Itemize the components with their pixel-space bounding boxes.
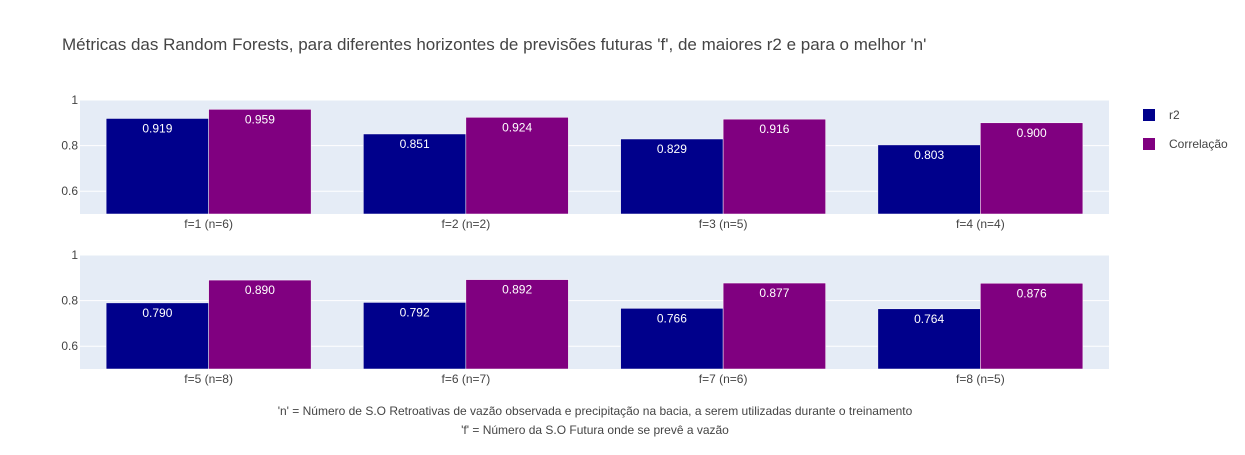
y-tick-label: 0.8	[61, 139, 78, 153]
data-label: 0.916	[759, 122, 789, 136]
data-label: 0.764	[914, 312, 944, 326]
data-label: 0.792	[400, 305, 430, 319]
legend-swatch	[1143, 109, 1155, 121]
data-label: 0.766	[657, 311, 687, 325]
y-tick-label: 0.6	[61, 339, 78, 353]
annotation-f-definition: 'f' = Número da S.O Futura onde se prevê…	[461, 423, 729, 437]
panel-2: 0.6 0.8 1 0.790 0.890 f=5 (n=8) 0.792 0.892 f=6 …	[61, 248, 1109, 386]
x-tick-label: f=1 (n=6)	[184, 217, 233, 231]
y-tick-label: 0.8	[61, 294, 78, 308]
y-tick-label: 1	[71, 248, 78, 262]
data-label: 0.959	[245, 112, 275, 126]
bar-r2	[363, 302, 467, 370]
bar-r2	[105, 118, 209, 215]
bar-correlacao	[208, 109, 312, 215]
data-label: 0.890	[245, 283, 275, 297]
x-tick-label: f=7 (n=6)	[699, 372, 748, 386]
annotation-n-definition: 'n' = Número de S.O Retroativas de vazão…	[278, 404, 913, 418]
bar-correlacao	[722, 282, 826, 370]
data-label: 0.790	[142, 306, 172, 320]
legend-label: r2	[1169, 108, 1180, 122]
panel-1: 0.6 0.8 1 0.919 0.959 f=1 (n=6) 0.851 0.924 f=2 …	[61, 93, 1109, 231]
data-label: 0.803	[914, 148, 944, 162]
bar-r2	[105, 302, 209, 370]
y-tick-label: 1	[71, 93, 78, 107]
bar-r2	[877, 308, 981, 370]
data-label: 0.851	[400, 137, 430, 151]
data-label: 0.924	[502, 120, 532, 134]
x-tick-label: f=8 (n=5)	[956, 372, 1005, 386]
bar-correlacao	[980, 283, 1084, 370]
chart-title: Métricas das Random Forests, para difere…	[62, 35, 926, 54]
legend: r2 Correlação	[1143, 108, 1228, 151]
x-tick-label: f=3 (n=5)	[699, 217, 748, 231]
bar-correlacao	[465, 279, 569, 370]
legend-label: Correlação	[1169, 137, 1228, 151]
bar-r2	[877, 144, 981, 215]
bar-r2	[620, 308, 724, 370]
bar-correlacao	[980, 122, 1084, 215]
x-tick-label: f=2 (n=2)	[442, 217, 491, 231]
data-label: 0.892	[502, 283, 532, 297]
bar-r2	[363, 133, 467, 215]
data-label: 0.829	[657, 142, 687, 156]
data-label: 0.919	[142, 121, 172, 135]
plot-panels: 0.6 0.8 1 0.919 0.959 f=1 (n=6) 0.851 0.924 f=2 …	[61, 93, 1109, 386]
bar-r2	[620, 138, 724, 215]
bar-correlacao	[722, 118, 826, 215]
x-tick-label: f=4 (n=4)	[956, 217, 1005, 231]
x-tick-label: f=5 (n=8)	[184, 372, 233, 386]
legend-swatch	[1143, 138, 1155, 150]
bar-correlacao	[465, 117, 569, 215]
data-label: 0.900	[1017, 126, 1047, 140]
data-label: 0.876	[1017, 286, 1047, 300]
data-label: 0.877	[759, 286, 789, 300]
x-tick-label: f=6 (n=7)	[442, 372, 491, 386]
y-tick-label: 0.6	[61, 184, 78, 198]
bar-correlacao	[208, 279, 312, 370]
